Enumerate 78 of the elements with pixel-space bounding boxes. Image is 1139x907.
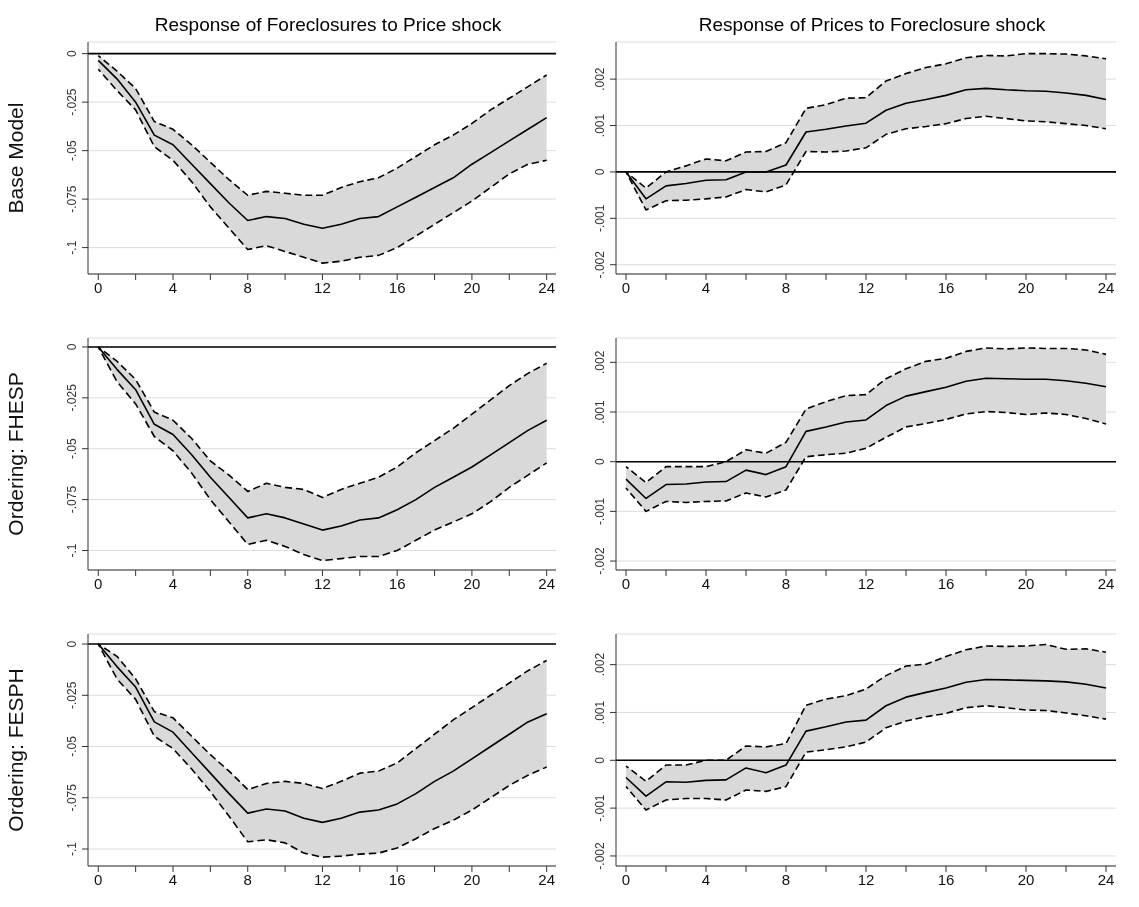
y-tick-label: -.1 [65, 240, 79, 255]
y-tick-label: 0 [593, 168, 607, 176]
x-tick-label: 8 [781, 574, 791, 592]
y-tick-label: -.025 [65, 681, 79, 709]
x-tick-label: 0 [94, 278, 103, 296]
chart-title: Response of Prices to Foreclosure shock [697, 14, 1047, 36]
x-tick-label: 0 [621, 278, 631, 296]
x-tick-label: 24 [538, 278, 555, 296]
y-tick-label: .002 [593, 350, 607, 375]
x-tick-label: 20 [463, 278, 481, 296]
x-tick-label: 16 [388, 278, 406, 296]
x-tick-label: 12 [314, 870, 331, 888]
y-tick-label: .002 [593, 67, 607, 91]
x-tick-label: 4 [701, 870, 711, 888]
y-tick-label: .001 [593, 700, 607, 725]
x-tick-label: 20 [463, 870, 481, 888]
x-tick-label: 24 [538, 574, 555, 592]
x-tick-label: 4 [168, 574, 178, 592]
y-tick-label: 0 [65, 49, 79, 57]
x-tick-label: 20 [1017, 870, 1035, 888]
y-tick-label: -.002 [593, 250, 607, 279]
x-tick-label: 0 [94, 574, 103, 592]
x-tick-label: 24 [1097, 574, 1115, 592]
x-tick-label: 8 [243, 870, 252, 888]
y-tick-label: -.075 [65, 783, 79, 812]
y-tick-label: -.05 [65, 438, 79, 460]
x-tick-label: 0 [621, 870, 631, 888]
y-tick-label: -.1 [65, 841, 79, 856]
y-tick-label: -.075 [65, 185, 79, 213]
x-tick-label: 0 [621, 574, 631, 592]
y-tick-label: 0 [593, 756, 607, 764]
y-tick-label: .001 [593, 113, 607, 138]
x-tick-label: 12 [857, 278, 875, 296]
x-tick-label: 16 [937, 278, 955, 296]
x-tick-label: 16 [388, 574, 406, 592]
x-tick-label: 8 [781, 278, 791, 296]
x-tick-label: 16 [937, 870, 955, 888]
x-tick-label: 24 [1097, 278, 1115, 296]
y-tick-label: -.075 [65, 485, 79, 514]
y-tick-label: 0 [593, 458, 607, 466]
x-tick-label: 12 [314, 278, 331, 296]
x-tick-label: 4 [168, 278, 178, 296]
y-tick-label: .002 [593, 652, 607, 677]
y-tick-label: -.025 [65, 88, 79, 116]
y-tick-label: -.001 [593, 497, 607, 526]
y-axis-title: Base Model [4, 102, 28, 214]
y-tick-label: -.025 [65, 383, 79, 412]
y-tick-label: -.002 [593, 547, 607, 575]
x-tick-label: 8 [781, 870, 791, 888]
x-tick-label: 16 [937, 574, 955, 592]
x-tick-label: 4 [168, 870, 178, 888]
x-tick-label: 12 [857, 574, 875, 592]
y-axis-title: Ordering: FHESP [4, 372, 28, 536]
chart-title: Response of Foreclosures to Price shock [153, 14, 503, 36]
y-tick-label: -.001 [593, 794, 607, 822]
x-tick-label: 16 [388, 870, 406, 888]
y-tick-label: -.001 [593, 204, 607, 232]
y-tick-label: 0 [65, 343, 79, 351]
y-tick-label: -.05 [65, 735, 79, 757]
x-tick-label: 8 [243, 278, 252, 296]
x-tick-label: 4 [701, 574, 711, 592]
y-tick-label: -.05 [65, 139, 79, 161]
line-series [97, 59, 548, 230]
y-tick-label: -.1 [65, 543, 79, 558]
x-tick-label: 20 [1017, 278, 1035, 296]
x-tick-label: 20 [1017, 574, 1035, 592]
x-tick-label: 24 [1097, 870, 1115, 888]
y-tick-label: 0 [65, 640, 79, 648]
x-tick-label: 12 [314, 574, 331, 592]
y-axis-title: Ordering: FESPH [4, 668, 28, 832]
x-tick-label: 4 [701, 278, 711, 296]
x-tick-label: 0 [94, 870, 103, 888]
y-tick-label: .001 [593, 400, 607, 424]
x-tick-label: 24 [538, 870, 555, 888]
x-tick-label: 12 [857, 870, 875, 888]
x-tick-label: 20 [463, 574, 481, 592]
x-tick-label: 8 [243, 574, 252, 592]
y-tick-label: -.002 [593, 841, 607, 870]
